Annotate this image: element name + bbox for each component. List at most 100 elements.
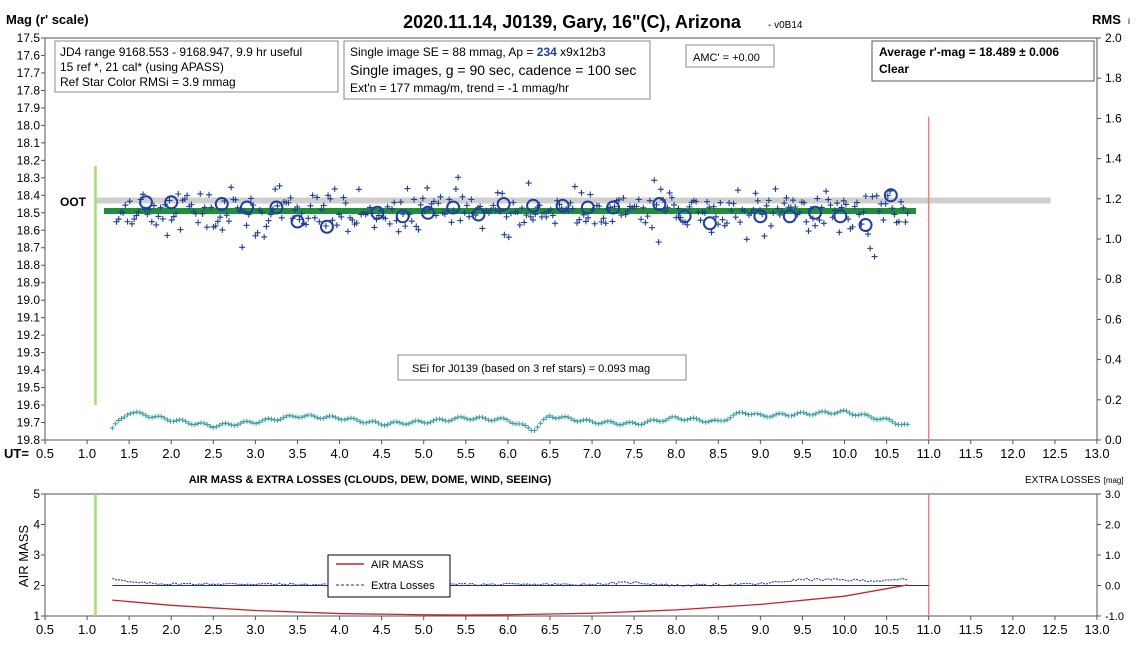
observation-mark (712, 213, 719, 220)
observation-mark (869, 193, 876, 200)
bottom-x-tick-label: 1.5 (120, 622, 138, 637)
observation-mark (752, 190, 759, 197)
observation-mark (668, 194, 675, 201)
observation-mark (267, 211, 274, 218)
observation-mark (472, 212, 479, 219)
observation-mark (247, 195, 254, 202)
y-left-tick-label: 18.0 (17, 118, 41, 132)
observation-mark (415, 226, 422, 233)
observation-mark (463, 202, 470, 209)
observation-mark (305, 215, 312, 222)
observation-mark (208, 204, 215, 211)
y-left-tick-label: 17.7 (17, 66, 41, 80)
y-left-tick-label: 17.9 (17, 101, 41, 115)
observation-mark (704, 198, 711, 205)
extra-losses-line (112, 577, 908, 587)
observation-mark (638, 216, 644, 223)
observation-mark (664, 204, 671, 211)
observation-mark (175, 191, 182, 198)
y-left-tick-label: 19.0 (17, 293, 41, 307)
observation-mark (203, 224, 210, 231)
observation-mark (144, 211, 151, 218)
observation-mark (195, 219, 202, 226)
observation-mark (450, 207, 457, 214)
observation-mark (873, 192, 880, 199)
observation-mark (558, 205, 565, 212)
x-tick-label: 5.5 (457, 446, 475, 461)
observation-mark (320, 202, 327, 209)
observation-mark (510, 199, 517, 206)
binned-mean-circle (580, 200, 595, 215)
binned-mean-circle (652, 197, 667, 212)
binned-mean-circle (370, 205, 385, 220)
binned-mean-circle (526, 198, 541, 213)
observation-mark (437, 193, 444, 200)
observation-mark (225, 218, 232, 225)
observation-mark (424, 184, 431, 191)
x-tick-label: 6.5 (541, 446, 559, 461)
y-right-tick-label: 0.6 (1105, 312, 1122, 326)
observation-mark (895, 218, 902, 225)
observation-mark (400, 210, 407, 217)
observation-mark (737, 219, 744, 226)
info-box-single-image: Single image SE = 88 mmag, Ap = 234 x9x1… (343, 40, 651, 100)
observation-mark (309, 192, 316, 199)
y-left-tick-label: 17.5 (17, 31, 41, 45)
info-ref-line: 15 ref *, 21 cal* (using APASS) (60, 60, 224, 74)
oot-label: OOT (60, 195, 87, 209)
observation-mark (294, 203, 301, 210)
observation-mark (525, 180, 532, 187)
bottom-y-right-tick-label: -1.0 (1105, 611, 1124, 623)
observation-mark (543, 213, 550, 220)
observation-mark (779, 208, 786, 215)
observation-mark (254, 229, 261, 236)
observation-mark (188, 201, 195, 208)
bottom-legend: AIR MASS Extra Losses (327, 554, 451, 598)
x-tick-label: 8.0 (667, 446, 685, 461)
y-left-tick-label: 18.2 (17, 153, 41, 167)
observation-mark (904, 210, 911, 217)
observation-mark (507, 210, 514, 217)
observation-mark (375, 212, 382, 219)
observation-mark (115, 216, 122, 223)
observation-mark (624, 207, 631, 214)
observation-mark (547, 206, 554, 213)
observation-mark (574, 219, 581, 226)
observation-mark (353, 219, 360, 226)
observation-mark (530, 216, 537, 223)
observation-mark (781, 200, 788, 207)
observation-mark (527, 213, 534, 220)
top-right-axis-label: RMS (1092, 12, 1121, 27)
bottom-x-tick-label: 4.0 (331, 622, 349, 637)
bottom-x-tick-label: 11.0 (917, 622, 941, 637)
observation-mark (902, 219, 909, 226)
bottom-x-tick-label: 9.5 (793, 622, 811, 637)
y-right-tick-label: 1.6 (1105, 111, 1122, 125)
binned-mean-circle (555, 198, 570, 213)
bottom-y-left-tick-label: 1 (33, 609, 40, 623)
bottom-x-tick-label: 5.0 (415, 622, 433, 637)
top-chart-title: 2020.11.14, J0139, Gary, 16"(C), Arizona (403, 12, 742, 32)
observation-mark (466, 213, 473, 220)
binned-mean-circle (420, 205, 435, 220)
observation-mark (891, 211, 898, 218)
observation-mark (419, 195, 426, 202)
observation-mark (622, 211, 629, 218)
observation-mark (519, 205, 526, 212)
observation-mark (166, 197, 173, 204)
version-label: - v0B14 (768, 20, 803, 31)
y-left-tick-label: 18.7 (17, 241, 41, 255)
observation-mark (541, 209, 548, 216)
observation-mark (159, 215, 166, 222)
observation-mark (243, 222, 250, 229)
observation-mark (591, 220, 598, 227)
y-right-tick-label: 0.8 (1105, 272, 1122, 286)
sei-box: SEi for J0139 (based on 3 ref stars) = 0… (397, 354, 687, 381)
y-left-tick-label: 17.8 (17, 83, 41, 97)
y-left-tick-label: 18.5 (17, 206, 41, 220)
observation-mark (635, 196, 642, 203)
observation-mark (344, 228, 351, 235)
legend-extra-losses-label: Extra Losses (371, 580, 435, 592)
bottom-x-tick-label: 10.0 (832, 622, 857, 637)
y-left-tick-label: 18.3 (17, 171, 41, 185)
